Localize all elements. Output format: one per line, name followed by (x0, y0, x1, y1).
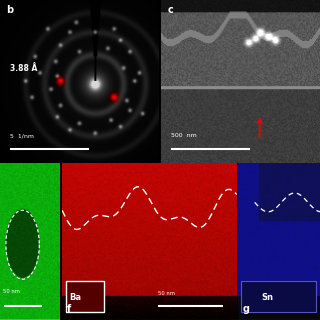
Text: 500  nm: 500 nm (171, 133, 196, 138)
Text: c: c (168, 5, 173, 15)
Text: g: g (242, 304, 249, 314)
Bar (66, 281, 104, 312)
Text: f: f (67, 304, 72, 314)
Text: 5  1/nm: 5 1/nm (10, 133, 34, 138)
Text: b: b (6, 5, 13, 15)
Text: 50 nm: 50 nm (3, 289, 20, 294)
Text: 3.88 Å: 3.88 Å (10, 64, 37, 73)
Text: Ba: Ba (69, 293, 81, 302)
Text: 50 nm: 50 nm (158, 291, 175, 296)
Bar (241, 281, 316, 312)
Text: Sn: Sn (261, 293, 273, 302)
